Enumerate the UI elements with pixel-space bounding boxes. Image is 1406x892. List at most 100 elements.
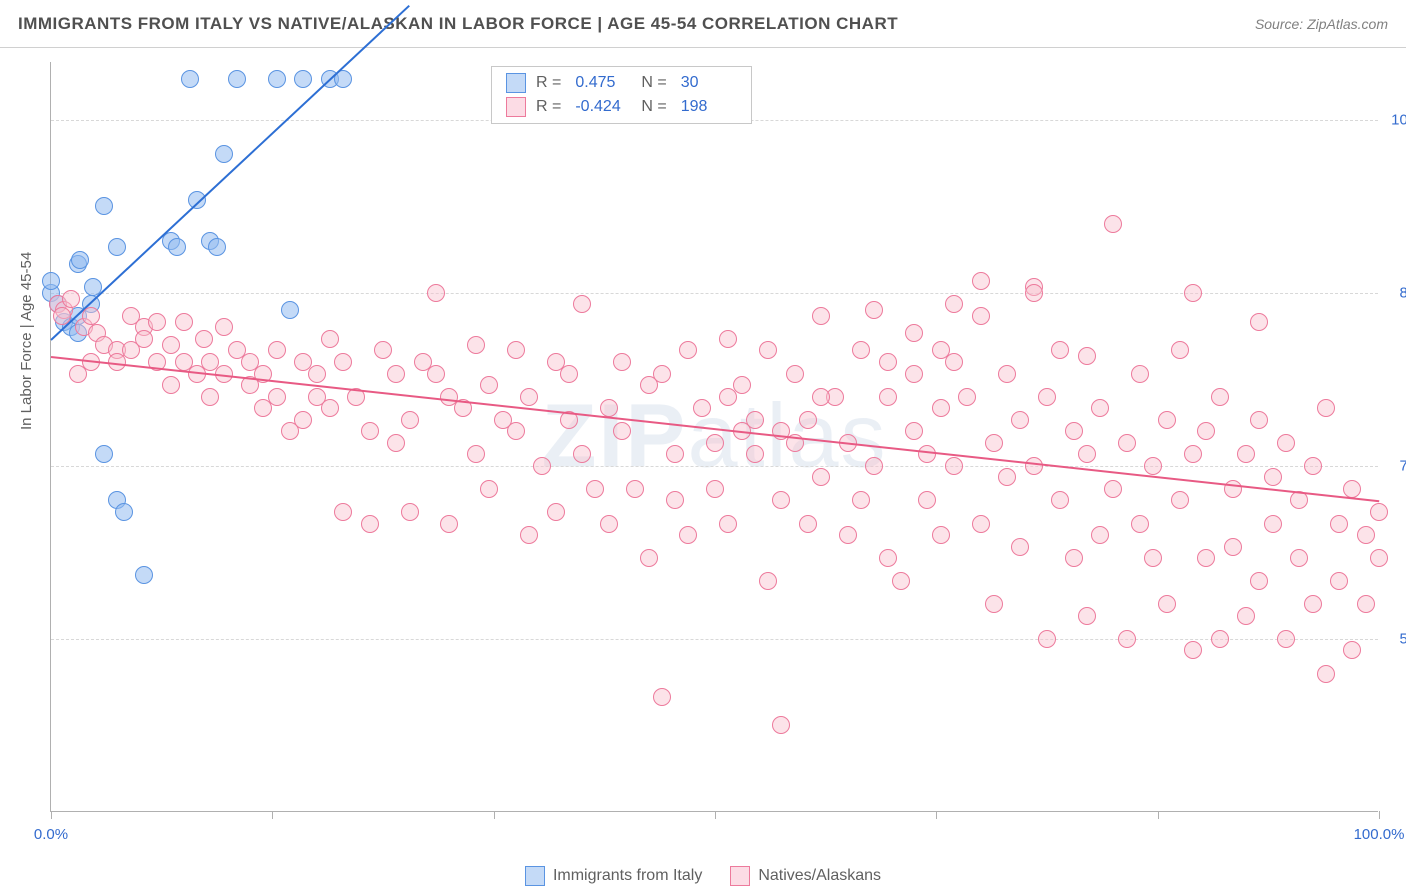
legend-row-italy: R = 0.475 N = 30 <box>506 71 737 95</box>
data-point-native <box>879 388 897 406</box>
data-point-native <box>1131 365 1149 383</box>
data-point-native <box>613 422 631 440</box>
data-point-native <box>1078 445 1096 463</box>
data-point-italy <box>95 445 113 463</box>
data-point-native <box>679 526 697 544</box>
data-point-native <box>812 388 830 406</box>
data-point-native <box>533 457 551 475</box>
ytick-label: 70.0% <box>1399 457 1406 474</box>
data-point-native <box>1370 549 1388 567</box>
data-point-native <box>401 503 419 521</box>
data-point-native <box>772 491 790 509</box>
data-point-native <box>905 365 923 383</box>
data-point-native <box>1264 468 1282 486</box>
data-point-italy <box>215 145 233 163</box>
data-point-native <box>1051 341 1069 359</box>
data-point-native <box>294 411 312 429</box>
data-point-native <box>162 376 180 394</box>
n-value-native: 198 <box>681 98 737 116</box>
data-point-native <box>560 365 578 383</box>
data-point-native <box>374 341 392 359</box>
data-point-native <box>1118 630 1136 648</box>
data-point-native <box>1184 445 1202 463</box>
xtick <box>936 811 937 819</box>
xtick <box>272 811 273 819</box>
legend-item-italy: Immigrants from Italy <box>525 866 702 886</box>
data-point-italy <box>71 251 89 269</box>
n-value-italy: 30 <box>681 74 737 92</box>
r-label: R = <box>536 74 561 92</box>
correlation-legend: R = 0.475 N = 30 R = -0.424 N = 198 <box>491 66 752 124</box>
r-value-italy: 0.475 <box>575 74 631 92</box>
swatch-native-icon <box>730 866 750 886</box>
data-point-native <box>1304 457 1322 475</box>
swatch-italy <box>506 73 526 93</box>
trend-line-italy <box>50 5 410 341</box>
data-point-native <box>812 307 830 325</box>
xtick-label: 100.0% <box>1354 826 1405 843</box>
data-point-native <box>334 503 352 521</box>
data-point-native <box>1065 422 1083 440</box>
source-value: ZipAtlas.com <box>1307 16 1388 32</box>
data-point-native <box>613 353 631 371</box>
xtick-label: 0.0% <box>34 826 68 843</box>
legend-label-native: Natives/Alaskans <box>758 867 881 885</box>
data-point-native <box>162 336 180 354</box>
data-point-native <box>1370 503 1388 521</box>
data-point-native <box>1357 595 1375 613</box>
data-point-italy <box>268 70 286 88</box>
data-point-native <box>1290 549 1308 567</box>
chart-header: IMMIGRANTS FROM ITALY VS NATIVE/ALASKAN … <box>0 0 1406 48</box>
data-point-native <box>1118 434 1136 452</box>
data-point-italy <box>108 238 126 256</box>
data-point-native <box>653 365 671 383</box>
data-point-native <box>401 411 419 429</box>
data-point-native <box>82 307 100 325</box>
data-point-native <box>1237 607 1255 625</box>
data-point-native <box>879 549 897 567</box>
data-point-native <box>201 388 219 406</box>
data-point-native <box>945 457 963 475</box>
series-legend: Immigrants from Italy Natives/Alaskans <box>0 866 1406 886</box>
r-label: R = <box>536 98 561 116</box>
data-point-native <box>467 336 485 354</box>
data-point-native <box>520 388 538 406</box>
data-point-native <box>1078 607 1096 625</box>
data-point-native <box>1025 284 1043 302</box>
data-point-native <box>308 365 326 383</box>
data-point-native <box>985 434 1003 452</box>
data-point-italy <box>281 301 299 319</box>
data-point-native <box>972 307 990 325</box>
data-point-native <box>573 295 591 313</box>
data-point-native <box>195 330 213 348</box>
data-point-native <box>1091 399 1109 417</box>
data-point-native <box>135 330 153 348</box>
data-point-native <box>1250 313 1268 331</box>
data-point-native <box>746 445 764 463</box>
data-point-native <box>1304 595 1322 613</box>
data-point-native <box>427 365 445 383</box>
data-point-native <box>998 468 1016 486</box>
data-point-native <box>812 468 830 486</box>
data-point-native <box>932 341 950 359</box>
data-point-italy <box>294 70 312 88</box>
data-point-italy <box>181 70 199 88</box>
data-point-native <box>1211 388 1229 406</box>
data-point-native <box>653 688 671 706</box>
data-point-italy <box>168 238 186 256</box>
data-point-native <box>865 301 883 319</box>
gridline-h <box>51 639 1378 640</box>
data-point-native <box>1277 630 1295 648</box>
data-point-native <box>1264 515 1282 533</box>
data-point-native <box>1330 572 1348 590</box>
data-point-native <box>586 480 604 498</box>
data-point-italy <box>208 238 226 256</box>
data-point-native <box>932 526 950 544</box>
data-point-native <box>1078 347 1096 365</box>
data-point-native <box>972 272 990 290</box>
data-point-native <box>706 480 724 498</box>
data-point-native <box>958 388 976 406</box>
data-point-native <box>1144 549 1162 567</box>
swatch-italy-icon <box>525 866 545 886</box>
data-point-native <box>1343 480 1361 498</box>
